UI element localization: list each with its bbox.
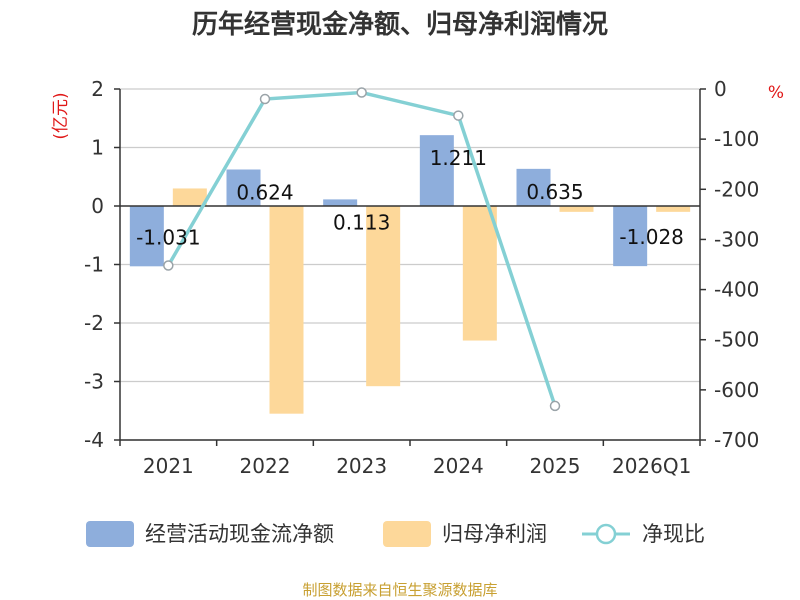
tick-labels: -4 -3 -2 -1 0 1 2 -700 -600 -500 -400 -300 -200 -100 0… — [84, 77, 759, 478]
bar-cashflow — [323, 199, 358, 206]
line-ratio-path — [166, 90, 557, 407]
x-tick-label: 2024 — [433, 454, 484, 478]
left-tick-label: 0 — [91, 194, 104, 218]
legend-swatch-ratio-marker — [595, 523, 617, 545]
legend-label-cashflow[interactable]: 经营活动现金流净额 — [145, 522, 334, 546]
legend-label-profit[interactable]: 归母净利润 — [442, 522, 547, 546]
legend-label-ratio[interactable]: 净现比 — [642, 522, 705, 546]
bar-profit — [269, 206, 304, 414]
left-tick-label: 2 — [91, 77, 104, 101]
line-ratio-point — [453, 110, 464, 121]
data-source: 制图数据来自恒生聚源数据库 — [302, 581, 497, 599]
right-tick-label: -100 — [714, 127, 759, 151]
bar-cashflow — [419, 135, 454, 206]
right-tick-label: -200 — [714, 177, 759, 201]
bar-profit — [656, 206, 691, 212]
grid — [120, 88, 700, 441]
bar-profit — [462, 206, 497, 341]
left-tick-label: -2 — [84, 311, 104, 335]
line-ratio-point — [163, 260, 174, 271]
bar-profit — [366, 206, 401, 387]
right-tick-label: 0 — [714, 77, 727, 101]
right-tick-label: -700 — [714, 428, 759, 452]
bar-cashflow — [226, 169, 261, 206]
bar-profit — [559, 206, 594, 212]
data-labels: -1.031 0.624 0.113 1.211 0.635 -1.028 — [136, 146, 684, 249]
bars — [129, 135, 691, 414]
bar-profit — [172, 188, 207, 206]
right-tick-label: -600 — [714, 378, 759, 402]
line-series — [163, 87, 561, 412]
x-tick-label: 2026Q1 — [612, 454, 691, 478]
x-tick-label: 2025 — [530, 454, 581, 478]
left-tick-label: -3 — [84, 370, 104, 394]
left-tick-label: -4 — [84, 428, 104, 452]
x-tick-label: 2022 — [240, 454, 291, 478]
axes — [114, 88, 706, 446]
legend-swatch-cashflow — [86, 521, 134, 547]
bar-cashflow — [613, 206, 648, 267]
data-label-cashflow: -1.028 — [619, 225, 683, 249]
data-label-cashflow: 0.624 — [236, 180, 293, 204]
legend-swatch-profit — [383, 521, 431, 547]
right-tick-label: -500 — [714, 328, 759, 352]
left-tick-label: 1 — [91, 136, 104, 160]
chart-title: 历年经营现金净额、归母净利润情况 — [192, 9, 608, 40]
bar-cashflow — [129, 206, 164, 267]
right-tick-label: -300 — [714, 227, 759, 251]
right-axis-unit: % — [768, 83, 784, 103]
line-ratio-point — [549, 400, 561, 412]
right-tick-label: -400 — [714, 278, 759, 302]
left-tick-label: -1 — [84, 253, 104, 277]
x-tick-label: 2023 — [336, 454, 387, 478]
data-label-cashflow: 1.211 — [430, 146, 487, 170]
line-ratio-point — [356, 87, 367, 98]
x-tick-label: 2021 — [143, 454, 194, 478]
data-label-cashflow: -1.031 — [136, 225, 200, 249]
left-axis-unit: (亿元) — [51, 92, 71, 139]
data-label-cashflow: 0.635 — [526, 180, 583, 204]
legend[interactable]: 经营活动现金流净额 归母净利润 净现比 — [86, 521, 705, 547]
bar-cashflow — [516, 168, 551, 206]
line-ratio-point — [259, 93, 271, 105]
data-label-cashflow: 0.113 — [333, 210, 390, 234]
